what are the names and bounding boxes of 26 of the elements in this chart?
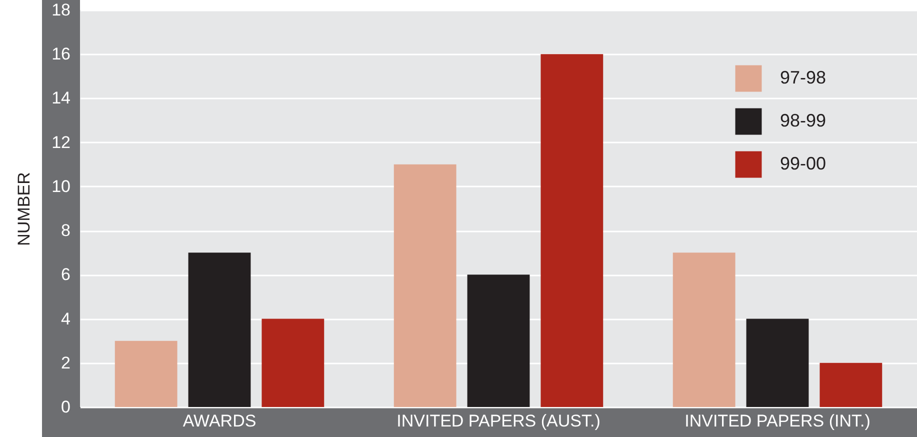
bar — [467, 274, 530, 407]
bar — [746, 318, 809, 407]
y-tick-label: 14 — [52, 88, 70, 108]
x-tick-label: AWARDS — [182, 412, 256, 430]
legend-label: 97-98 — [780, 68, 826, 88]
bar — [394, 164, 456, 407]
y-tick-label: 2 — [61, 353, 70, 372]
y-tick-label: 8 — [61, 221, 70, 240]
bar — [262, 318, 324, 407]
y-tick-label: 6 — [61, 265, 70, 284]
y-tick-label: 0 — [61, 398, 70, 416]
y-tick-label: 4 — [61, 309, 70, 328]
y-axis-title: NUMBER — [14, 172, 34, 246]
y-tick-label: 18 — [52, 0, 70, 20]
bar — [114, 340, 178, 407]
y-tick-label: 16 — [52, 44, 70, 64]
y-tick-label: 10 — [52, 176, 70, 196]
legend-label: 99-00 — [780, 154, 826, 174]
legend-label: 98-99 — [780, 110, 826, 130]
x-tick-label: INVITED PAPERS (AUST.) — [396, 412, 600, 430]
bar — [188, 252, 251, 407]
bar — [820, 362, 882, 407]
bar — [540, 54, 604, 407]
x-tick-label: INVITED PAPERS (INT.) — [684, 412, 870, 430]
y-tick-label: 12 — [52, 132, 70, 152]
bar — [672, 252, 736, 407]
